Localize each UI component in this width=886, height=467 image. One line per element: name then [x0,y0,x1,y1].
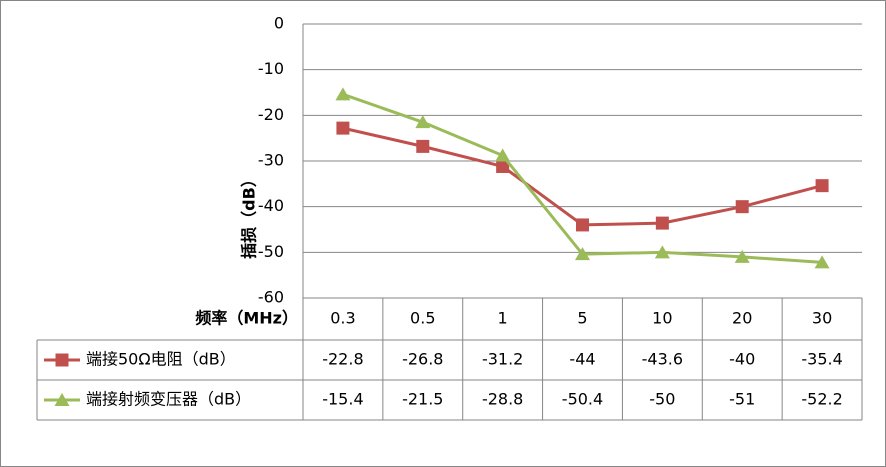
data-point [415,115,431,129]
category-label: 1 [498,309,508,328]
y-axis-label: 插损（dB） [240,171,259,259]
legend-marker [55,353,69,367]
y-tick-label: -20 [258,105,284,124]
category-label: 0.3 [330,309,355,328]
series-layer [335,87,830,269]
data-point [654,245,670,259]
series-line [342,92,823,264]
data-point [655,216,669,230]
data-label: -40 [729,350,755,369]
legend-marker [54,393,70,406]
x-axis-label: 频率（MHz） [195,309,298,328]
data-label: -52.2 [801,390,842,409]
y-tick-label: -50 [258,242,284,261]
data-point [734,249,750,263]
y-tick-label: -30 [258,151,284,170]
data-label: -21.5 [402,390,443,409]
y-tick-label: 0 [274,14,284,33]
y-tick-label: -10 [258,59,284,78]
category-label: 30 [812,309,832,328]
data-point [335,87,351,101]
data-label: -51 [729,390,755,409]
category-label: 0.5 [410,309,435,328]
data-label: -31.2 [482,350,523,369]
legend-label: 端接50Ω电阻（dB） [86,350,236,369]
y-tick-label: -40 [258,196,284,215]
category-label: 5 [577,309,587,328]
data-point [496,159,510,173]
data-point [814,255,830,269]
category-label: 10 [652,309,672,328]
data-label: -22.8 [322,350,363,369]
data-point [336,121,350,135]
data-label: -15.4 [322,390,363,409]
data-point [575,247,590,261]
data-label: -50 [649,390,675,409]
data-label: -26.8 [402,350,443,369]
data-label: -35.4 [801,350,842,369]
category-label: 20 [732,309,752,328]
legend-label: 端接射频变压器（dB） [86,390,251,409]
data-label: -43.6 [642,350,683,369]
data-point [495,148,511,162]
data-point [815,179,829,193]
data-point [576,218,589,232]
y-tick-labels: 0 -10 -20 -30 -40 -50 -60 [258,14,284,307]
data-label: -28.8 [482,390,523,409]
data-point [735,200,749,214]
data-label: -50.4 [562,390,603,409]
y-tick-label: -60 [258,288,284,307]
series-line [342,126,823,227]
data-point [416,139,430,153]
data-table: 0.3 0.5 1 5 10 20 30 端接50Ω电阻（dB） -22.8 -26.8 -31.2… [36,297,863,421]
data-label: -44 [569,350,595,369]
